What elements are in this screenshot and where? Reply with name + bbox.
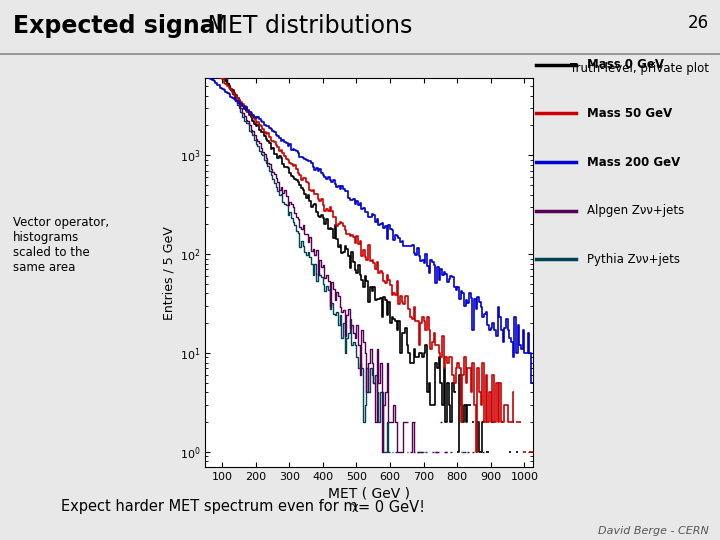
Text: MET distributions: MET distributions (200, 14, 413, 37)
Text: = 0 GeV!: = 0 GeV! (358, 500, 425, 515)
Text: Mass 0 GeV: Mass 0 GeV (587, 58, 664, 71)
Text: Truth-level, private plot: Truth-level, private plot (570, 62, 709, 75)
Text: Pythia Zνν+jets: Pythia Zνν+jets (587, 253, 680, 266)
Text: χ: χ (351, 502, 358, 512)
Text: Alpgen Zνν+jets: Alpgen Zνν+jets (587, 204, 684, 217)
Text: David Berge - CERN: David Berge - CERN (598, 525, 709, 536)
Y-axis label: Entries / 5 GeV: Entries / 5 GeV (163, 226, 176, 320)
Text: Expect harder MET spectrum even for m: Expect harder MET spectrum even for m (61, 500, 358, 515)
Text: Expected signal: Expected signal (13, 14, 224, 37)
Text: Mass 200 GeV: Mass 200 GeV (587, 156, 680, 168)
Text: 26: 26 (688, 14, 709, 32)
Text: Mass 50 GeV: Mass 50 GeV (587, 107, 672, 120)
X-axis label: MET ( GeV ): MET ( GeV ) (328, 486, 410, 500)
Text: Vector operator,
histograms
scaled to the
same area: Vector operator, histograms scaled to th… (13, 216, 109, 274)
